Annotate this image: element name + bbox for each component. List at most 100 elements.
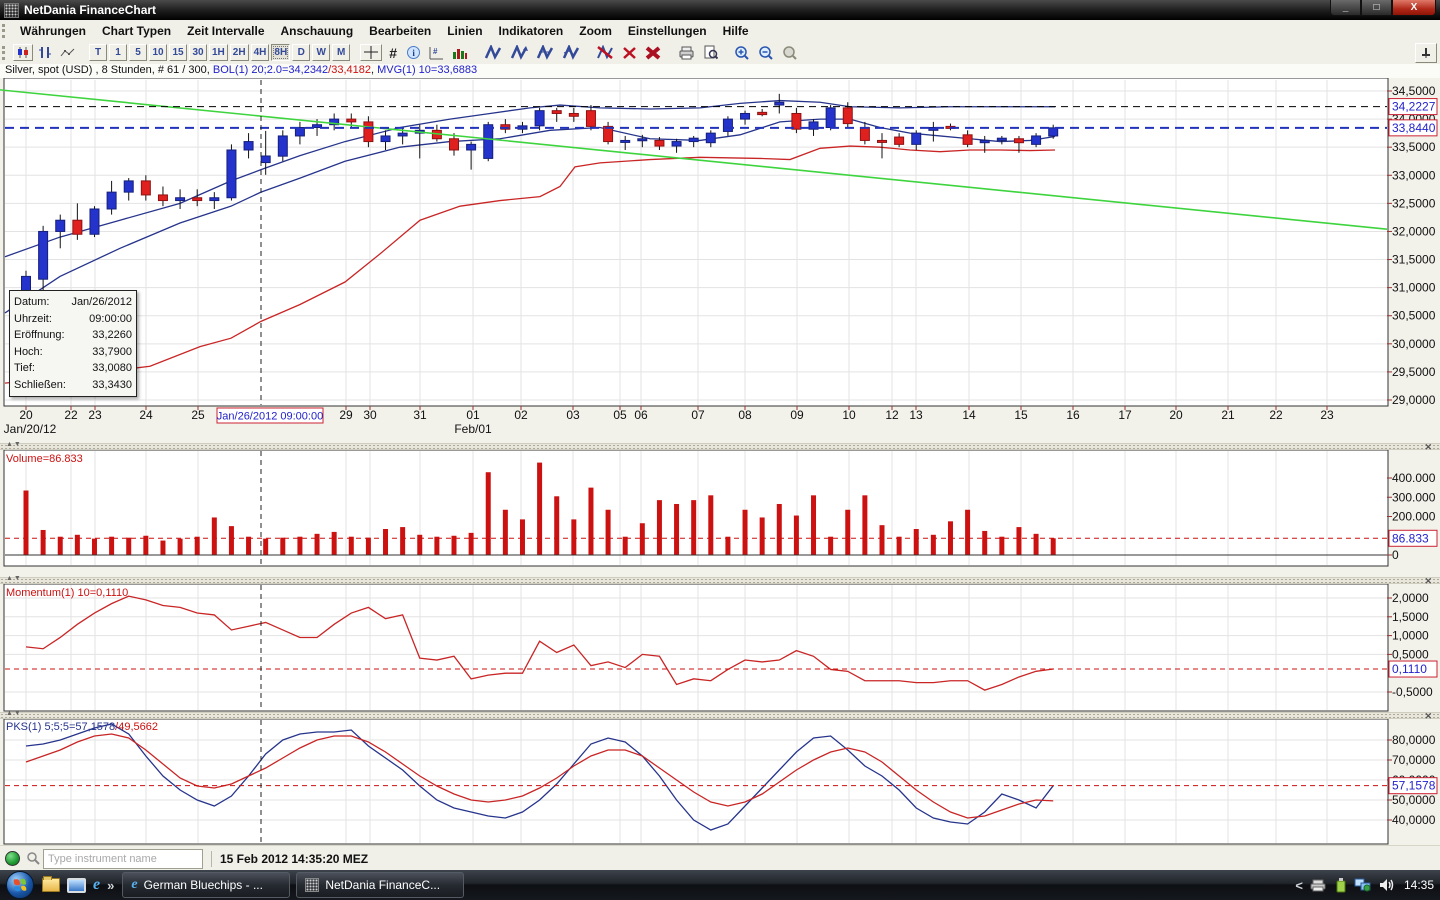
taskbar-button-netdania[interactable]: NetDania FinanceC... — [296, 872, 464, 898]
data-count-icon[interactable]: # — [425, 44, 447, 61]
statusbar-datetime: 15 Feb 2012 14:35:20 MEZ — [220, 852, 368, 866]
instrument-search-input[interactable] — [43, 849, 203, 869]
menu-einstellungen[interactable]: Einstellungen — [620, 22, 715, 40]
price-axis-label: 29,5000 — [1392, 365, 1436, 379]
date-axis-label: 20 — [1169, 408, 1183, 422]
zigzag-channel-icon[interactable] — [533, 44, 557, 61]
explorer-icon[interactable] — [42, 878, 60, 892]
menu-zeit-intervalle[interactable]: Zeit Intervalle — [179, 22, 272, 40]
print-icon[interactable] — [675, 44, 698, 61]
toolbar-drag-handle[interactable] — [2, 46, 8, 60]
pks-chart[interactable]: 80,000070,000060,000050,000040,000057,15… — [0, 719, 1440, 845]
tooltip-row: Hoch:33,7900 — [14, 344, 132, 361]
volume-bar — [725, 537, 730, 555]
start-button[interactable] — [6, 871, 34, 899]
interval-button-10[interactable]: 10 — [149, 44, 167, 61]
price-axis-label: 31,5000 — [1392, 253, 1436, 267]
zoom-in-icon[interactable] — [731, 44, 753, 61]
splitter-resize-icon[interactable]: ▲▼ — [6, 575, 22, 582]
momentum-chart[interactable]: 2,00001,50001,00000,5000-0,50000,1110 — [0, 584, 1440, 712]
titlebar: NetDania FinanceChart _ □ X — [0, 0, 1440, 20]
menu-bearbeiten[interactable]: Bearbeiten — [361, 22, 439, 40]
splitter-resize-icon[interactable]: ▲▼ — [6, 441, 22, 448]
power-tray-icon[interactable] — [1334, 878, 1347, 893]
interval-button-1h[interactable]: 1H — [209, 44, 228, 61]
volume-bar — [58, 537, 63, 555]
pks-panel[interactable]: 80,000070,000060,000050,000040,000057,15… — [0, 719, 1440, 845]
zigzag-double-icon[interactable] — [559, 44, 583, 61]
quicklaunch-overflow-chevron[interactable]: » — [107, 878, 114, 893]
splitter-momentum[interactable]: ▲▼ ✕ — [0, 577, 1440, 584]
menu-zoom[interactable]: Zoom — [571, 22, 620, 40]
interval-button-d[interactable]: D — [292, 44, 310, 61]
print-preview-icon[interactable] — [700, 44, 721, 61]
price-axis-label: 30,0000 — [1392, 337, 1436, 351]
price-value-box: 34,2227 — [1392, 100, 1436, 114]
network-tray-icon[interactable] — [1354, 878, 1372, 892]
volume-bar — [280, 538, 285, 555]
menu-hilfe[interactable]: Hilfe — [715, 22, 757, 40]
volume-bar — [777, 504, 782, 555]
app-icon — [4, 3, 19, 18]
volume-tray-icon[interactable] — [1379, 878, 1395, 892]
interval-button-15[interactable]: 15 — [169, 44, 187, 61]
pin-panel-button[interactable] — [1415, 43, 1437, 63]
histogram-icon[interactable] — [449, 44, 471, 61]
taskbar-button-german-bluechips[interactable]: e German Bluechips - ... — [122, 872, 290, 898]
info-icon[interactable]: i — [404, 44, 423, 61]
volume-bar — [571, 519, 576, 555]
zoom-out-icon[interactable] — [755, 44, 777, 61]
volume-bar — [229, 526, 234, 555]
volume-axis-label: 0 — [1392, 548, 1399, 562]
zigzag-arrow-icon[interactable] — [507, 44, 531, 61]
printer-tray-icon[interactable] — [1310, 879, 1327, 892]
interval-button-t[interactable]: T — [89, 44, 107, 61]
interval-button-8h[interactable]: 8H — [271, 44, 290, 61]
volume-value-box: 86.833 — [1392, 531, 1429, 545]
menu-drag-handle[interactable] — [2, 24, 8, 38]
close-button[interactable]: X — [1392, 0, 1436, 16]
delete-zigzag-icon[interactable] — [593, 44, 617, 61]
splitter-pks[interactable]: ▲▼ ✕ — [0, 712, 1440, 719]
interval-button-2h[interactable]: 2H — [230, 44, 249, 61]
menu-chart-typen[interactable]: Chart Typen — [94, 22, 179, 40]
delete-all-lines-icon[interactable] — [642, 44, 665, 61]
candlestick-chart-icon[interactable] — [13, 44, 33, 61]
menu-indikatoren[interactable]: Indikatoren — [491, 22, 572, 40]
volume-bar — [537, 463, 542, 555]
interval-button-m[interactable]: M — [332, 44, 350, 61]
date-axis-label: 10 — [842, 408, 856, 422]
interval-button-5[interactable]: 5 — [129, 44, 147, 61]
internet-explorer-icon[interactable]: e — [93, 877, 100, 893]
candlestick-chart[interactable]: 34,500034,000033,500033,000032,500032,00… — [0, 78, 1440, 443]
show-desktop-icon[interactable] — [67, 878, 86, 893]
splitter-resize-icon[interactable]: ▲▼ — [6, 710, 22, 717]
interval-button-30[interactable]: 30 — [189, 44, 207, 61]
volume-chart[interactable]: 400.000300.000200.000086.833 — [0, 450, 1440, 577]
delete-line-icon[interactable] — [619, 44, 640, 61]
menu-währungen[interactable]: Währungen — [12, 22, 94, 40]
menu-linien[interactable]: Linien — [439, 22, 490, 40]
volume-bar — [1016, 527, 1021, 555]
line-chart-icon[interactable] — [57, 44, 79, 61]
tooltip-row: Eröffnung:33,2260 — [14, 327, 132, 344]
crosshair-icon[interactable] — [360, 44, 382, 61]
main-chart-panel[interactable]: 34,500034,000033,500033,000032,500032,00… — [0, 78, 1440, 443]
interval-button-4h[interactable]: 4H — [251, 44, 270, 61]
tray-chevron[interactable]: < — [1295, 878, 1303, 893]
grid-icon[interactable]: # — [384, 44, 402, 61]
volume-panel[interactable]: 400.000300.000200.000086.833 Volume=86.8… — [0, 450, 1440, 577]
date-axis-label: 02 — [514, 408, 528, 422]
ohlc-bar-chart-icon[interactable] — [35, 44, 55, 61]
volume-bar — [657, 500, 662, 555]
interval-button-1[interactable]: 1 — [109, 44, 127, 61]
menu-anschauung[interactable]: Anschauung — [273, 22, 362, 40]
splitter-volume[interactable]: ▲▼ ✕ — [0, 443, 1440, 450]
price-axis-label: 33,0000 — [1392, 168, 1436, 182]
momentum-panel[interactable]: 2,00001,50001,00000,5000-0,50000,1110 Mo… — [0, 584, 1440, 712]
zoom-reset-icon[interactable] — [779, 44, 801, 61]
interval-button-w[interactable]: W — [312, 44, 330, 61]
zigzag-line-icon[interactable] — [481, 44, 505, 61]
restore-button[interactable]: □ — [1361, 0, 1392, 16]
minimize-button[interactable]: _ — [1330, 0, 1361, 16]
